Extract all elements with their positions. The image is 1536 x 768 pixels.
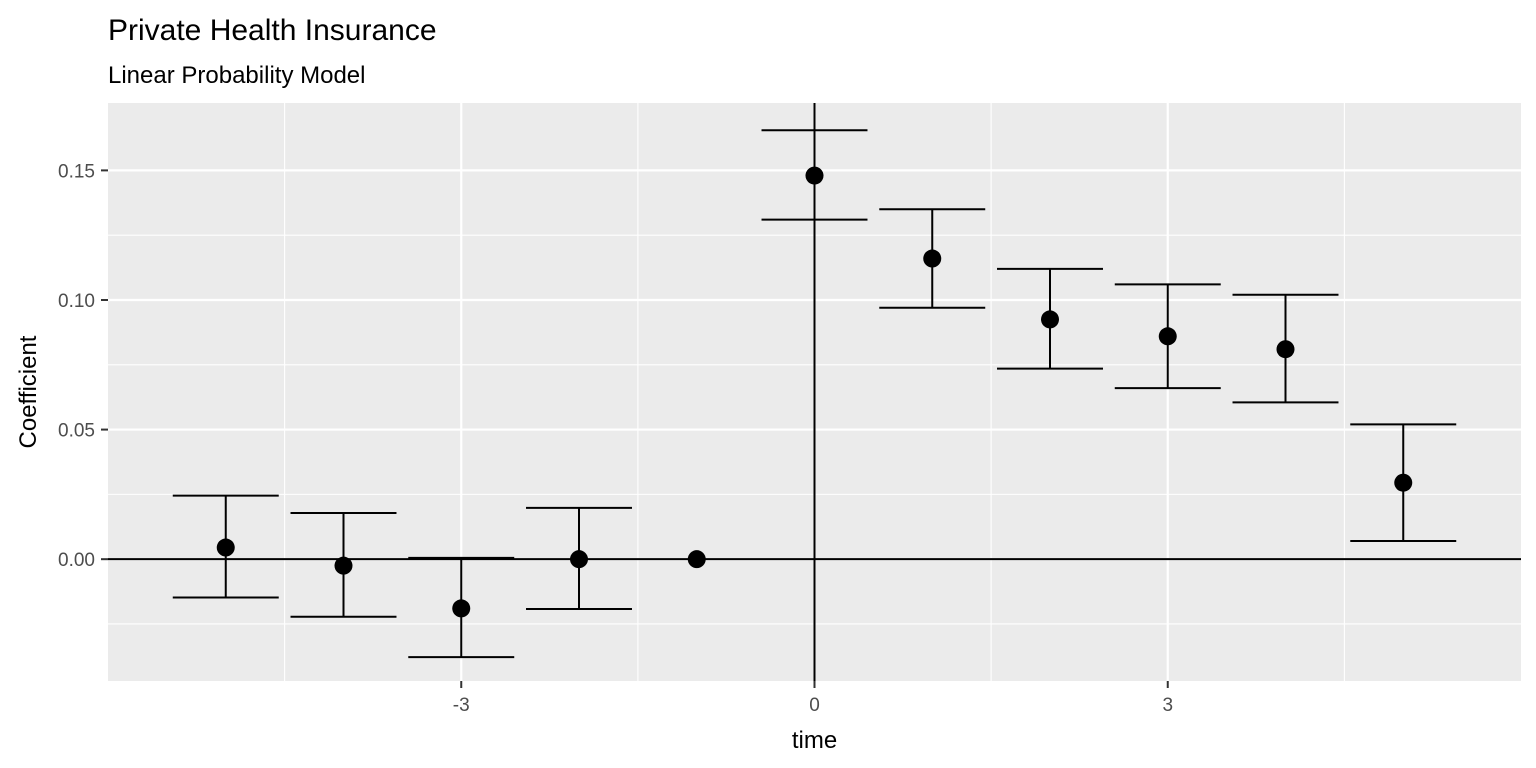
y-tick-label: 0.10 — [58, 291, 95, 312]
chart-subtitle: Linear Probability Model — [108, 62, 365, 89]
data-point — [923, 249, 942, 268]
y-tick-label: 0.05 — [58, 421, 95, 442]
data-points — [216, 166, 1413, 618]
chart-title: Private Health Insurance — [108, 14, 437, 47]
data-point — [1276, 340, 1295, 359]
data-point — [687, 550, 706, 569]
data-point — [216, 538, 235, 557]
data-point — [570, 550, 588, 569]
data-point — [452, 599, 471, 618]
data-point — [805, 166, 824, 185]
x-tick-label: -3 — [453, 695, 470, 716]
data-point — [1041, 310, 1059, 329]
y-axis-ticks: 0.00 0.05 0.10 0.15 — [58, 161, 108, 571]
data-point — [334, 556, 353, 575]
y-tick-label: 0.00 — [58, 550, 95, 571]
x-axis-ticks: -3 0 3 — [453, 681, 1173, 716]
x-axis-title: time — [792, 727, 837, 754]
x-tick-label: 0 — [809, 695, 820, 716]
error-bars — [172, 129, 1457, 659]
data-point — [1158, 327, 1177, 346]
y-tick-label: 0.15 — [58, 161, 95, 182]
y-axis-title: Coefficient — [15, 335, 42, 448]
x-tick-label: 3 — [1162, 695, 1173, 716]
data-point — [1394, 473, 1413, 492]
